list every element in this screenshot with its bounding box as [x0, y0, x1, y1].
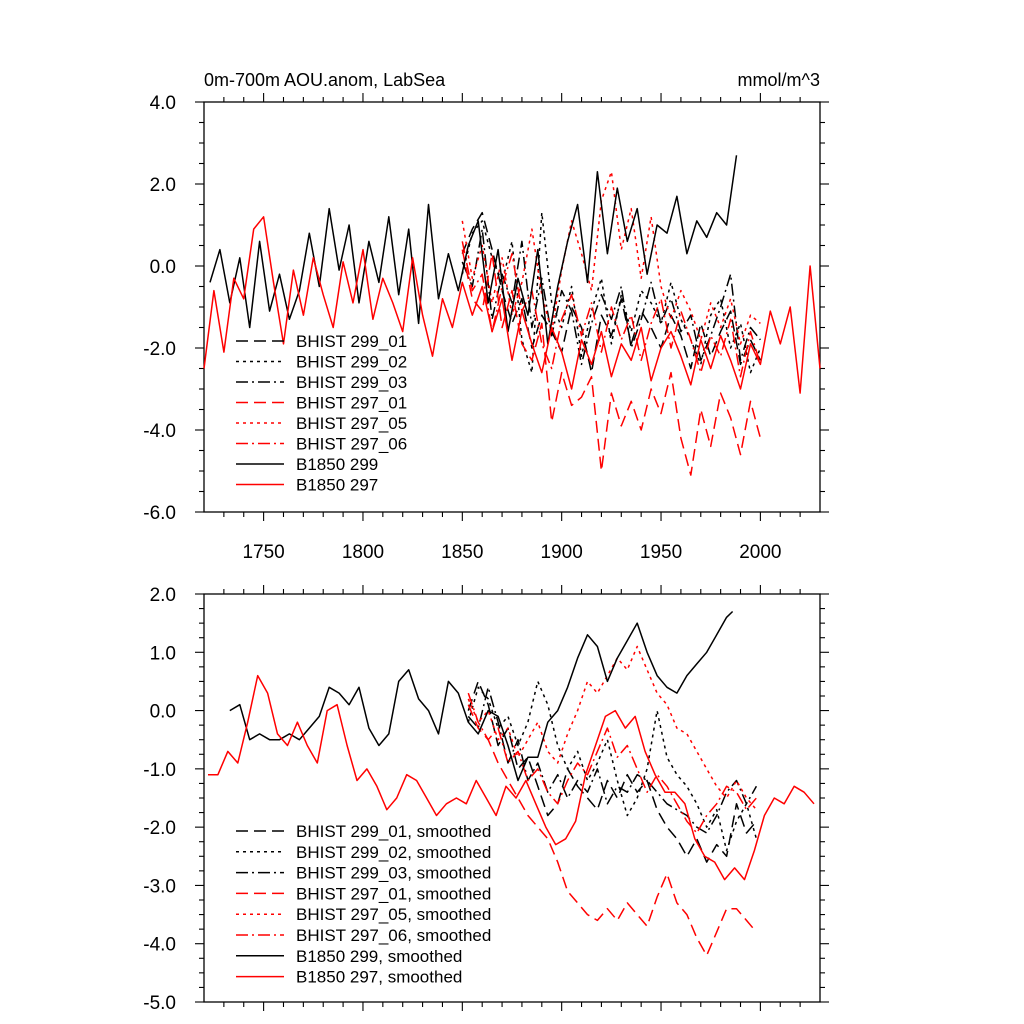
series-line-b1850-299-smoothed: [229, 610, 734, 782]
y-tick-label: 2.0: [150, 175, 176, 196]
y-tick-label: -3.0: [143, 876, 176, 897]
legend-label: BHIST 299_02: [296, 353, 407, 372]
series-line-bhist-299-03: [461, 228, 761, 366]
y-tick-label: -2.0: [143, 339, 176, 360]
top-panel-ticks: 1750 1800 1850 1900 1950 2000 -6.0 -4.0 -2.0 0.0 2…: [143, 93, 829, 563]
legend-label: B1850 299, smoothed: [296, 947, 462, 966]
legend-label: BHIST 297_05, smoothed: [296, 905, 491, 924]
y-tick-label: 0.0: [150, 257, 176, 278]
legend-label: BHIST 297_01: [296, 394, 407, 413]
top-panel-series: [203, 155, 821, 476]
top-panel-title: 0m-700m AOU.anom, LabSea: [204, 70, 446, 90]
bottom-panel-ticks: -5.0 -4.0 -3.0 -2.0 -1.0 0.0 1.0 2.0: [143, 585, 829, 1014]
y-tick-label: 1.0: [150, 643, 176, 664]
series-line-b1850-299: [209, 155, 738, 345]
legend-label: BHIST 299_03, smoothed: [296, 864, 491, 883]
y-tick-label: 4.0: [150, 93, 176, 114]
series-line-bhist-297-01-smoothed: [467, 704, 757, 957]
legend-label: BHIST 297_06, smoothed: [296, 926, 491, 945]
legend-label: B1850 297, smoothed: [296, 968, 462, 987]
y-tick-label: -4.0: [143, 935, 176, 956]
top-panel: 0m-700m AOU.anom, LabSea mmol/m^3 1750 18…: [143, 70, 829, 563]
bottom-panel-legend: BHIST 299_01, smoothed BHIST 299_02, smoo…: [236, 822, 491, 987]
series-line-bhist-297-01: [461, 249, 762, 476]
x-tick-label: 1850: [441, 542, 483, 563]
x-tick-label: 2000: [739, 542, 781, 563]
legend-label: BHIST 297_06: [296, 435, 407, 454]
y-tick-label: -1.0: [143, 760, 176, 781]
y-tick-label: -4.0: [143, 421, 176, 442]
series-line-b1850-297: [203, 216, 821, 394]
series-line-bhist-297-06: [461, 241, 762, 378]
legend-label: BHIST 299_01, smoothed: [296, 822, 491, 841]
y-tick-label: -5.0: [143, 993, 176, 1014]
x-tick-label: 1950: [640, 542, 682, 563]
legend-label: BHIST 299_03: [296, 373, 407, 392]
legend-label: B1850 297: [296, 476, 378, 495]
legend-label: BHIST 297_05: [296, 414, 407, 433]
series-line-bhist-299-03-smoothed: [467, 686, 758, 834]
legend-label: BHIST 299_02, smoothed: [296, 843, 491, 862]
top-panel-units: mmol/m^3: [738, 70, 820, 90]
series-line-bhist-299-02: [461, 211, 762, 374]
y-tick-label: 0.0: [150, 702, 176, 723]
legend-label: BHIST 299_01: [296, 332, 407, 351]
series-line-bhist-299-01: [461, 211, 762, 374]
y-tick-label: 2.0: [150, 585, 176, 606]
y-tick-label: -2.0: [143, 818, 176, 839]
series-line-b1850-297-smoothed: [208, 674, 815, 881]
series-line-bhist-299-02-smoothed: [467, 680, 758, 852]
x-tick-label: 1800: [342, 542, 384, 563]
legend-label: BHIST 297_01, smoothed: [296, 884, 491, 903]
x-tick-label: 1750: [242, 542, 284, 563]
x-tick-label: 1900: [541, 542, 583, 563]
bottom-panel-series: [208, 610, 815, 957]
series-line-bhist-297-05: [461, 170, 761, 345]
series-line-bhist-299-01-smoothed: [467, 680, 757, 863]
bottom-panel: -5.0 -4.0 -3.0 -2.0 -1.0 0.0 1.0 2.0 BHIST 299_…: [143, 585, 829, 1014]
legend-label: B1850 299: [296, 455, 378, 474]
series-line-bhist-297-06-smoothed: [467, 692, 757, 834]
y-tick-label: -6.0: [143, 503, 176, 524]
